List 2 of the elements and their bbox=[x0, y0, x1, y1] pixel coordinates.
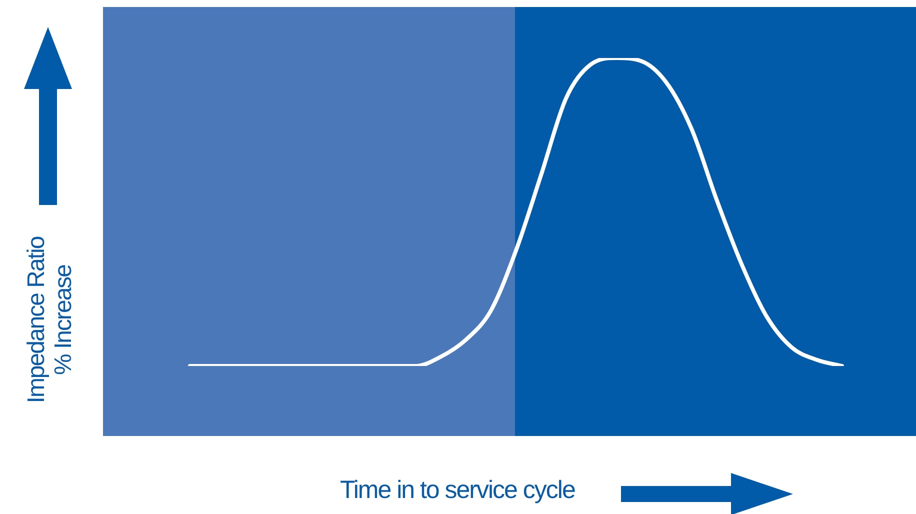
y-axis-title: Impedance Ratio % Increase bbox=[23, 236, 77, 404]
x-axis-title: Time in to service cycle bbox=[340, 476, 575, 505]
